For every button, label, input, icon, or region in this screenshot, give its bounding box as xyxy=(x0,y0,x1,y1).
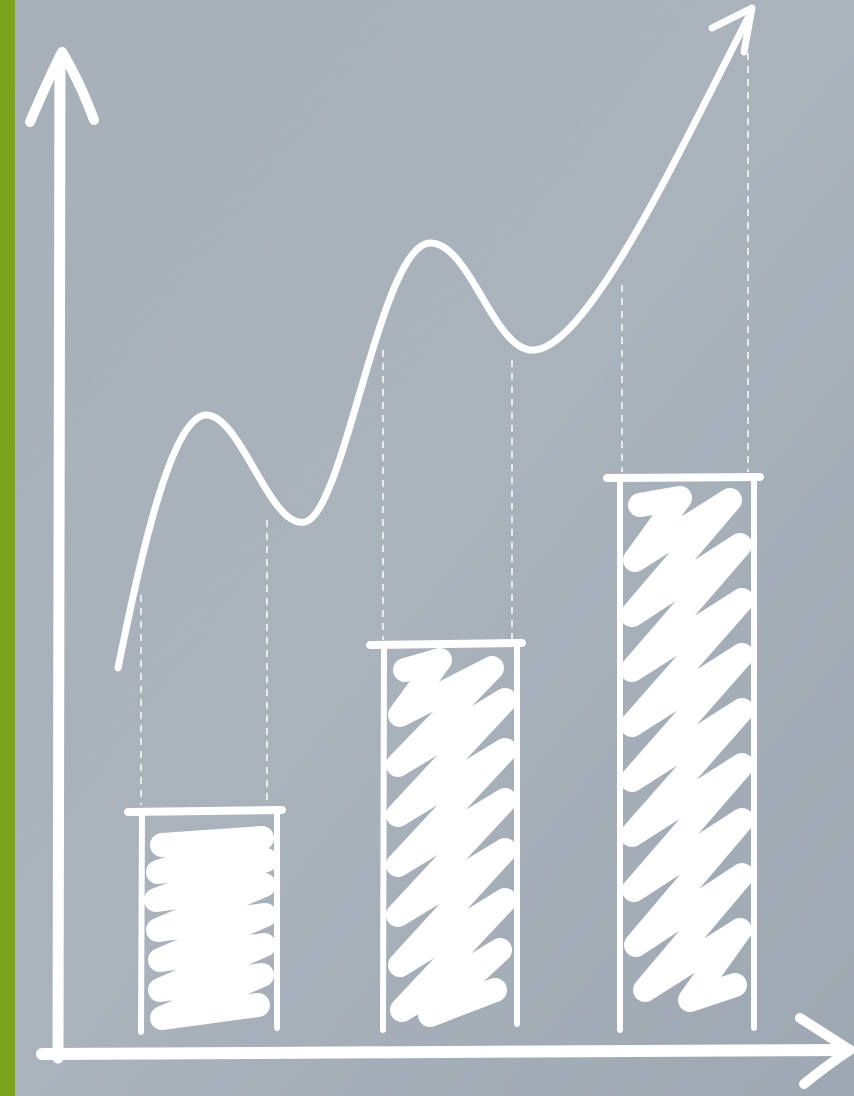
y-axis-line xyxy=(52,54,66,1064)
bar-scribble xyxy=(144,826,278,1030)
guides xyxy=(140,40,749,805)
bar-sides xyxy=(380,640,520,1033)
bar-frame xyxy=(603,473,764,1033)
y-axis-arrow xyxy=(25,47,99,127)
x-axis-line xyxy=(36,1044,852,1060)
bar-scribble xyxy=(620,486,754,1012)
green-strip xyxy=(0,0,15,1096)
bar-frame xyxy=(124,806,286,1035)
bar-top xyxy=(603,473,764,482)
bar-top xyxy=(124,806,286,816)
bar-frame xyxy=(366,639,526,1033)
bar-sides xyxy=(138,807,280,1035)
bar-scribble xyxy=(386,648,517,1027)
trend-arrow xyxy=(708,4,756,56)
trend-line xyxy=(114,14,752,672)
bar-sides xyxy=(617,474,757,1033)
bar-top xyxy=(366,639,526,649)
x-axis-arrow xyxy=(795,1013,854,1089)
y-axis xyxy=(25,47,99,1064)
x-axis xyxy=(36,1013,854,1089)
